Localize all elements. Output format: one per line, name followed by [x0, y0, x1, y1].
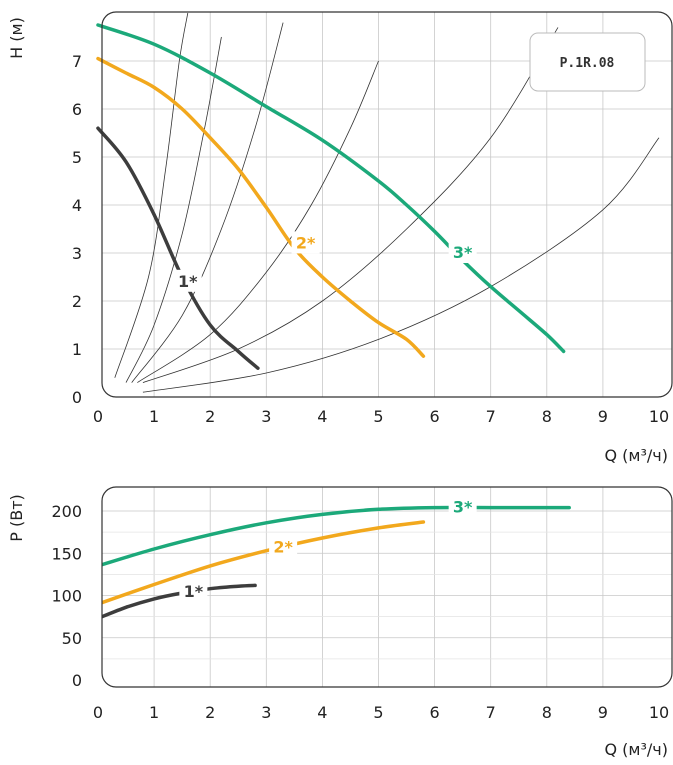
system-curve-6 [142, 137, 660, 393]
power-y-tick: 200 [51, 502, 82, 521]
power-y-tick: 50 [62, 629, 82, 648]
power-series-3-label: 3* [453, 498, 473, 517]
power-x-tick: 1 [149, 703, 159, 722]
head-x-tick: 5 [373, 407, 383, 426]
head-y-tick: 2 [72, 292, 82, 311]
series-label-bg [179, 580, 208, 603]
head-y-axis-label: H (м) [7, 17, 26, 59]
power-y-tick: 0 [72, 671, 82, 690]
head-x-tick: 9 [598, 407, 608, 426]
power-series-labels: 1* 2* 3* [179, 495, 477, 603]
power-x-tick: 5 [373, 703, 383, 722]
head-series-group: 1* 2* 3* [96, 23, 566, 370]
head-series-3-label: 3* [453, 243, 473, 262]
head-series-1-label: 1* [178, 272, 198, 291]
series-label-bg [448, 241, 477, 263]
system-curves [114, 12, 660, 393]
system-curve-4 [137, 60, 379, 383]
power-x-tick: 3 [261, 703, 271, 722]
head-x-tick: 7 [486, 407, 496, 426]
head-series-2-label: 2* [296, 233, 316, 252]
head-x-tick: 1 [149, 407, 159, 426]
model-box: P.1R.08 [529, 32, 646, 92]
head-y-tick: 0 [72, 388, 82, 407]
model-label: P.1R.08 [560, 56, 615, 71]
head-x-tick: 3 [261, 407, 271, 426]
head-x-tick: 4 [317, 407, 327, 426]
head-chart-grid [102, 12, 672, 397]
power-y-tick: 100 [51, 587, 82, 606]
power-y-axis-label: P (Вт) [7, 494, 26, 542]
head-y-tick: 7 [72, 52, 82, 71]
head-x-tick: 10 [649, 407, 669, 426]
head-x-axis-label: Q (м³/ч) [605, 446, 669, 465]
power-series-group [102, 505, 571, 621]
power-x-tick: 4 [317, 703, 327, 722]
power-y-tick: 150 [51, 544, 82, 563]
head-series-3-line [96, 23, 566, 354]
series-label-bg [269, 535, 298, 558]
power-x-tick: 9 [598, 703, 608, 722]
head-chart-ticks: 0 1 2 3 4 5 6 7 8 9 10 0 1 2 3 4 5 6 7 [72, 52, 669, 426]
power-x-tick: 8 [542, 703, 552, 722]
system-curve-2 [125, 36, 222, 383]
power-series-1-line [102, 583, 257, 621]
head-y-tick: 1 [72, 340, 82, 359]
power-x-tick: 7 [486, 703, 496, 722]
power-x-axis-label: Q (м³/ч) [605, 740, 669, 759]
power-x-tick: 0 [93, 703, 103, 722]
series-label-bg [448, 495, 477, 518]
system-curve-1 [114, 12, 189, 378]
head-chart-frame [101, 11, 673, 398]
head-x-tick: 8 [542, 407, 552, 426]
power-series-1-label: 1* [184, 582, 204, 601]
power-series-2-label: 2* [273, 537, 293, 556]
head-y-tick: 3 [72, 244, 82, 263]
power-chart-grid [102, 487, 672, 687]
head-y-tick: 6 [72, 100, 82, 119]
system-curve-5 [142, 27, 559, 383]
head-x-tick: 0 [93, 407, 103, 426]
series-label-bg [173, 269, 202, 292]
power-x-tick: 2 [205, 703, 215, 722]
power-x-tick: 10 [649, 703, 669, 722]
system-curve-3 [131, 22, 284, 383]
power-chart-frame [101, 486, 673, 688]
power-x-tick: 6 [430, 703, 440, 722]
power-series-3-line [102, 505, 571, 568]
head-y-tick: 5 [72, 148, 82, 167]
power-series-2-line [102, 520, 426, 606]
head-series-2-line [96, 56, 426, 358]
head-curve-chart: 1* 2* 3* 0 1 2 3 4 5 6 7 8 9 10 0 1 2 3 4 5 6 7 P.1R.08 H (м… [7, 11, 673, 465]
head-x-tick: 6 [430, 407, 440, 426]
head-x-tick: 2 [205, 407, 215, 426]
series-label-bg [291, 231, 320, 254]
head-y-tick: 4 [72, 196, 82, 215]
